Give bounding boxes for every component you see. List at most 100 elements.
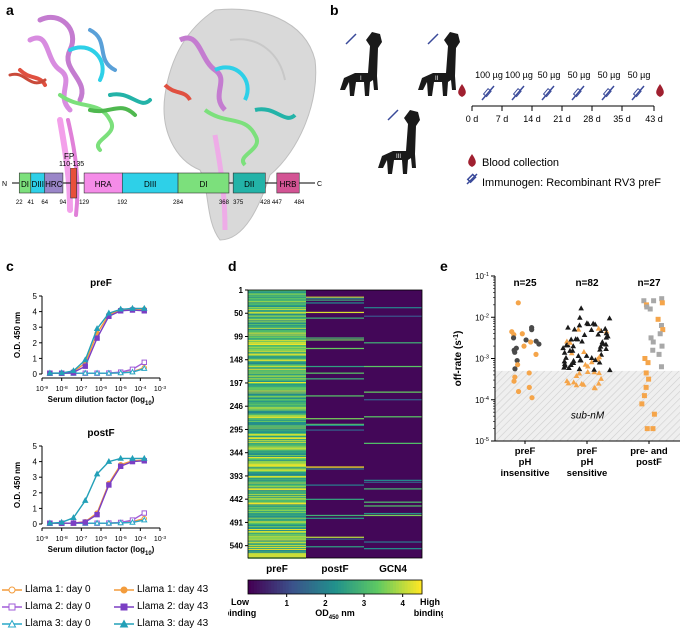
heatmap-cell [248, 382, 306, 385]
series-line [49, 308, 145, 374]
group-label: pH [581, 457, 594, 468]
x-axis-label: Serum dilution factor (log10) [48, 395, 155, 407]
colorbar-segment [300, 580, 304, 594]
heatmap-cell [248, 400, 306, 403]
data-point [46, 519, 54, 526]
heatmap-cell [248, 345, 306, 348]
heatmap-cell [364, 541, 422, 543]
data-point [605, 333, 611, 339]
data-point [644, 426, 650, 432]
legend-marker [114, 618, 134, 627]
timeline-day-label: 7 d [496, 114, 509, 124]
heatmap-cell [248, 530, 306, 533]
domain-label: DIII [32, 180, 44, 189]
column-label: postF [321, 564, 348, 575]
data-point [573, 382, 580, 388]
x-tick-label: 10-7 [75, 535, 87, 544]
heatmap-cell [248, 298, 306, 300]
heatmap-cell [248, 383, 306, 386]
heatmap-cell [248, 450, 306, 452]
heatmap-cell [248, 297, 306, 299]
data-point [595, 325, 602, 331]
heatmap-cell [248, 405, 306, 407]
syringe-icon [511, 85, 525, 101]
data-point [573, 372, 580, 378]
heatmap-cell [248, 387, 306, 389]
heatmap-cell [248, 368, 306, 370]
y-tick-label: 0 [33, 520, 38, 529]
heatmap-cell [248, 344, 306, 346]
data-point [646, 376, 652, 382]
heatmap-cell [248, 424, 306, 426]
y-tick-label: 491 [230, 518, 244, 527]
heatmap-cell [248, 329, 306, 332]
domain-tick-label: 284 [173, 200, 184, 206]
heatmap-cell [248, 468, 306, 470]
data-point [515, 362, 521, 368]
y-axis-label: O.D. 450 nm [13, 312, 22, 358]
heatmap-cell [248, 373, 306, 375]
heatmap-cell [248, 356, 306, 358]
heatmap-cell [248, 462, 306, 464]
heatmap-cell [248, 473, 306, 475]
data-point [526, 370, 532, 376]
domain-block [44, 172, 64, 194]
immunization-scheme: I II III 0 d 7 d 14 d 21 d 28 d 35 d 43 d 100 µ… [340, 32, 664, 189]
data-point [58, 518, 65, 525]
data-point [82, 519, 88, 525]
timeline-day-label: 28 d [583, 114, 601, 124]
domain-tick-label: 94 [60, 200, 67, 206]
heatmap-cell [248, 543, 306, 545]
group-label: sensitive [567, 468, 608, 479]
heatmap-cell [248, 546, 306, 548]
syringe-icon-legend [466, 173, 478, 185]
heatmap-cell [248, 555, 306, 557]
heatmap-cell [364, 505, 422, 507]
data-point [570, 379, 577, 385]
blood-drop-icon [656, 84, 664, 97]
y-tick-label: 2 [33, 339, 38, 348]
heatmap-cell [306, 311, 364, 314]
heatmap-cell [306, 378, 364, 380]
legend-item: Llama 2: day 0 [2, 601, 91, 612]
heatmap-cell [248, 449, 306, 451]
heatmap-cell [248, 477, 306, 480]
data-point [93, 519, 101, 526]
heatmap-cell [248, 318, 306, 320]
heatmap-cell [248, 372, 306, 374]
x-tick-label: 10-5 [115, 535, 127, 544]
heatmap-cell [248, 409, 306, 411]
heatmap-cell [248, 443, 306, 445]
domain-tick-label: 368 [219, 200, 230, 206]
heatmap-cell [248, 447, 306, 449]
heatmap-cell [248, 359, 306, 361]
data-point [105, 309, 113, 316]
data-point [129, 304, 136, 311]
heatmap-cell [248, 556, 306, 558]
heatmap-cell [248, 413, 306, 415]
domain-block [177, 172, 230, 194]
data-point [94, 335, 100, 341]
heatmap-cell [248, 508, 306, 510]
group-label: pre- and [630, 446, 668, 457]
data-point [117, 369, 124, 376]
heatmap-cell [248, 366, 306, 369]
heatmap-cell [248, 440, 306, 443]
heatmap-cell [248, 299, 306, 301]
heatmap-cell [248, 520, 306, 522]
colorbar-segment [369, 580, 374, 594]
heatmap-cell [248, 437, 306, 440]
heatmap-cell [248, 394, 306, 396]
colorbar-segment [349, 580, 353, 594]
data-point [574, 336, 581, 342]
heatmap-cell [248, 535, 306, 537]
heatmap-cell [248, 313, 306, 315]
heatmap-cell [306, 296, 364, 298]
heatmap-cell [248, 487, 306, 489]
chart-title: preF [90, 278, 112, 289]
heatmap-cell [248, 310, 306, 313]
data-point [93, 325, 101, 332]
data-point [567, 339, 573, 345]
heatmap-cell [248, 396, 306, 398]
data-point [600, 340, 606, 346]
